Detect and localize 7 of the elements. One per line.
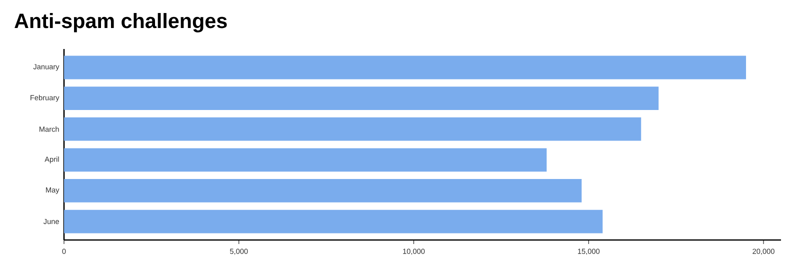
bar [64,117,642,141]
bar [64,56,746,80]
bar [64,210,603,234]
bar [64,179,582,202]
bar [64,148,547,172]
bar [64,86,659,110]
chart-title: Anti-spam challenges [14,13,227,32]
